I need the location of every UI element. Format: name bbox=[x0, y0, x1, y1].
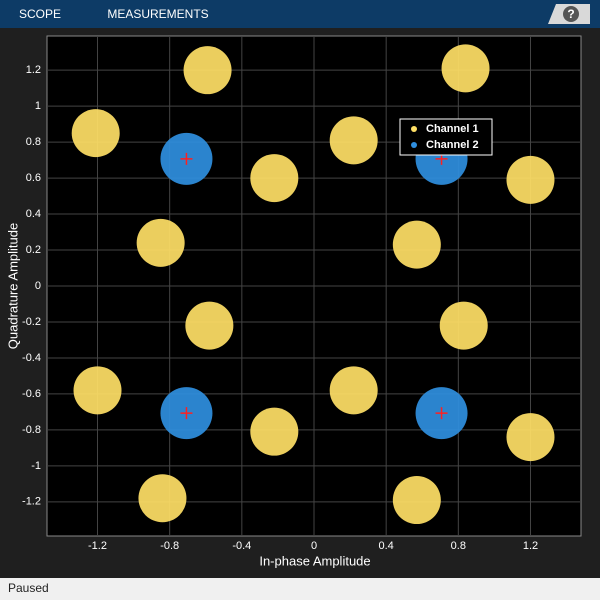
constellation-cluster bbox=[183, 46, 232, 95]
x-tick-label: -0.4 bbox=[232, 540, 251, 552]
constellation-cluster bbox=[392, 220, 441, 269]
legend-swatch bbox=[411, 126, 417, 132]
constellation-cluster bbox=[441, 44, 490, 93]
x-tick-label: 0.4 bbox=[379, 540, 394, 552]
y-tick-label: 1 bbox=[35, 100, 41, 112]
constellation-cluster bbox=[506, 413, 555, 462]
y-tick-label: 0.6 bbox=[26, 172, 41, 184]
y-tick-label: 0.4 bbox=[26, 208, 41, 220]
constellation-cluster bbox=[250, 154, 299, 203]
constellation-cluster bbox=[392, 476, 441, 525]
legend-label: Channel 2 bbox=[426, 139, 479, 151]
constellation-cluster bbox=[71, 109, 120, 158]
toolbar bbox=[0, 0, 600, 28]
y-tick-label: -0.4 bbox=[22, 352, 41, 364]
constellation-cluster bbox=[250, 407, 299, 456]
legend-swatch bbox=[411, 142, 417, 148]
constellation-cluster bbox=[329, 116, 378, 165]
help-button[interactable] bbox=[563, 6, 579, 22]
y-tick-label: 1.2 bbox=[26, 64, 41, 76]
y-tick-label: 0.8 bbox=[26, 136, 41, 148]
tab[interactable]: MEASUREMENTS bbox=[107, 7, 208, 21]
y-tick-label: 0.2 bbox=[26, 244, 41, 256]
help-label[interactable]: ? bbox=[567, 7, 574, 21]
reference-marker bbox=[435, 407, 448, 420]
y-axis-label: Quadrature Amplitude bbox=[5, 223, 20, 349]
constellation-cluster bbox=[185, 301, 234, 350]
x-tick-label: 1.2 bbox=[523, 540, 538, 552]
reference-marker bbox=[180, 407, 193, 420]
y-tick-label: -0.6 bbox=[22, 388, 41, 400]
status-text: Paused bbox=[8, 581, 49, 595]
x-tick-label: 0.8 bbox=[451, 540, 466, 552]
y-tick-label: 0 bbox=[35, 280, 41, 292]
constellation-cluster bbox=[329, 366, 378, 415]
status-bar bbox=[0, 578, 600, 600]
x-axis-label: In-phase Amplitude bbox=[259, 553, 370, 568]
legend-box bbox=[399, 118, 493, 156]
x-tick-label: -0.8 bbox=[160, 540, 179, 552]
y-tick-label: -0.8 bbox=[22, 424, 41, 436]
constellation-cluster bbox=[506, 155, 555, 204]
reference-marker bbox=[180, 152, 193, 165]
y-tick-label: -1.2 bbox=[22, 496, 41, 508]
x-tick-label: -1.2 bbox=[88, 540, 107, 552]
tab[interactable]: SCOPE bbox=[19, 7, 61, 21]
constellation-cluster bbox=[73, 366, 122, 415]
x-tick-label: 0 bbox=[311, 540, 317, 552]
constellation-cluster bbox=[138, 474, 187, 523]
constellation-cluster bbox=[439, 301, 488, 350]
y-tick-label: -1 bbox=[31, 460, 41, 472]
constellation-cluster bbox=[136, 218, 185, 267]
legend-label: Channel 1 bbox=[426, 123, 479, 135]
y-tick-label: -0.2 bbox=[22, 316, 41, 328]
